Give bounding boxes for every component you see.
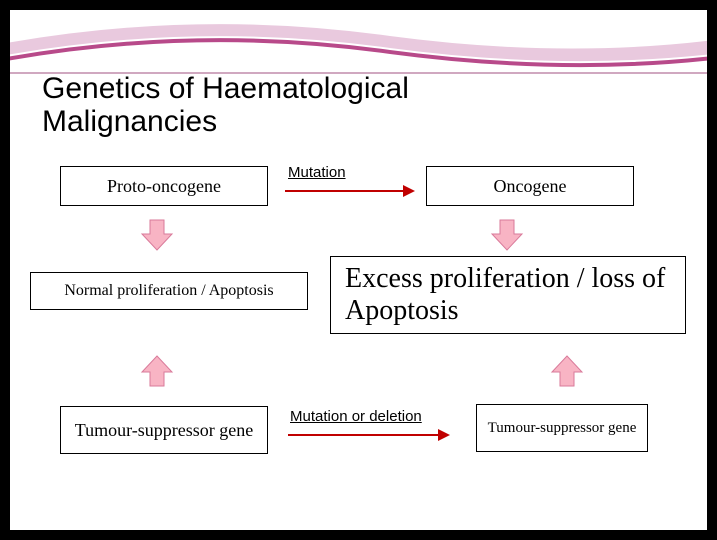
box-tumour-suppressor-left: Tumour-suppressor gene	[60, 406, 268, 454]
title-text: Genetics of Haematological Malignancies	[42, 72, 409, 138]
excess-proliferation-label: Excess proliferation / loss of Apoptosis	[345, 263, 679, 327]
normal-proliferation-label: Normal proliferation / Apoptosis	[64, 282, 273, 300]
box-normal-proliferation: Normal proliferation / Apoptosis	[30, 272, 308, 310]
box-excess-proliferation: Excess proliferation / loss of Apoptosis	[330, 256, 686, 334]
page-title: Genetics of Haematological Malignancies	[42, 72, 409, 138]
tumour-suppressor-left-label: Tumour-suppressor gene	[75, 420, 253, 441]
arrow-down-icon	[490, 218, 524, 252]
arrow-down-icon	[140, 218, 174, 252]
box-tumour-suppressor-right: Tumour-suppressor gene	[476, 404, 648, 452]
label-mutation: Mutation	[288, 164, 346, 181]
arrow-up-icon	[550, 354, 584, 388]
slide: Genetics of Haematological Malignancies …	[10, 10, 707, 530]
arrow-right-icon	[288, 428, 450, 442]
box-oncogene: Oncogene	[426, 166, 634, 206]
arrow-right-icon	[285, 184, 415, 198]
oncogene-label: Oncogene	[494, 176, 567, 197]
label-mutation-or-deletion: Mutation or deletion	[290, 408, 422, 425]
tumour-suppressor-right-label: Tumour-suppressor gene	[488, 420, 637, 437]
arrow-up-icon	[140, 354, 174, 388]
proto-oncogene-label: Proto-oncogene	[107, 176, 221, 197]
box-proto-oncogene: Proto-oncogene	[60, 166, 268, 206]
